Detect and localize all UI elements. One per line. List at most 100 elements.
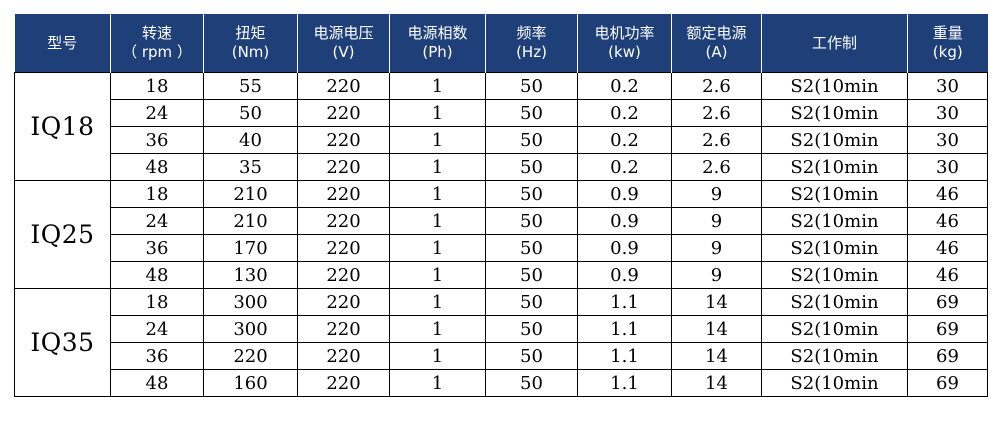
header-speed: 转速 （ rpm ） bbox=[110, 14, 204, 73]
header-frequency: 频率 (Hz) bbox=[485, 14, 578, 73]
header-model: 型号 bbox=[14, 14, 111, 73]
weight-cell: 69 bbox=[907, 315, 988, 343]
frequency-cell: 50 bbox=[485, 261, 578, 289]
frequency-cell: 50 bbox=[485, 99, 578, 127]
header-power: 电机功率 (kw) bbox=[577, 14, 672, 73]
model-cell: IQ18 bbox=[14, 72, 111, 181]
torque-cell: 210 bbox=[203, 180, 298, 208]
header-label: 工作制 bbox=[811, 33, 857, 52]
header-phase: 电源相数 (Ph) bbox=[389, 14, 486, 73]
header-label: 型号 bbox=[47, 33, 78, 52]
current-cell: 9 bbox=[671, 207, 762, 235]
power-cell: 0.9 bbox=[577, 261, 672, 289]
weight-cell: 46 bbox=[907, 261, 988, 289]
power-cell: 0.2 bbox=[577, 153, 672, 181]
speed-cell: 36 bbox=[110, 126, 204, 154]
weight-cell: 46 bbox=[907, 180, 988, 208]
voltage-cell: 220 bbox=[297, 342, 390, 370]
frequency-cell: 50 bbox=[485, 369, 578, 397]
torque-cell: 40 bbox=[203, 126, 298, 154]
speed-cell: 24 bbox=[110, 99, 204, 127]
frequency-cell: 50 bbox=[485, 126, 578, 154]
frequency-cell: 50 bbox=[485, 342, 578, 370]
frequency-cell: 50 bbox=[485, 288, 578, 316]
power-cell: 1.1 bbox=[577, 342, 672, 370]
power-cell: 0.2 bbox=[577, 126, 672, 154]
frequency-cell: 50 bbox=[485, 315, 578, 343]
frequency-cell: 50 bbox=[485, 234, 578, 262]
duty-cell: S2(10min bbox=[761, 180, 908, 208]
table-row: 36 220 220 1 50 1.1 14 S2(10min 69 bbox=[15, 342, 988, 370]
weight-cell: 30 bbox=[907, 126, 988, 154]
current-cell: 2.6 bbox=[671, 153, 762, 181]
torque-cell: 300 bbox=[203, 288, 298, 316]
phase-cell: 1 bbox=[389, 261, 486, 289]
voltage-cell: 220 bbox=[297, 288, 390, 316]
header-torque: 扭矩 (Nm) bbox=[203, 14, 298, 73]
speed-cell: 48 bbox=[110, 153, 204, 181]
power-cell: 0.2 bbox=[577, 72, 672, 100]
header-row: 型号 转速 （ rpm ） 扭矩 (Nm) 电源电压 (V) 电源相数 (Ph) bbox=[14, 14, 988, 73]
voltage-cell: 220 bbox=[297, 261, 390, 289]
torque-cell: 160 bbox=[203, 369, 298, 397]
header-label: 电源相数 bbox=[407, 24, 468, 42]
header-voltage: 电源电压 (V) bbox=[297, 14, 390, 73]
header-unit: (kw) bbox=[608, 43, 641, 61]
speed-cell: 48 bbox=[110, 369, 204, 397]
voltage-cell: 220 bbox=[297, 99, 390, 127]
voltage-cell: 220 bbox=[297, 72, 390, 100]
voltage-cell: 220 bbox=[297, 315, 390, 343]
duty-cell: S2(10min bbox=[761, 207, 908, 235]
torque-cell: 300 bbox=[203, 315, 298, 343]
power-cell: 0.9 bbox=[577, 180, 672, 208]
phase-cell: 1 bbox=[389, 126, 486, 154]
speed-cell: 24 bbox=[110, 207, 204, 235]
spec-table-container: 型号 转速 （ rpm ） 扭矩 (Nm) 电源电压 (V) 电源相数 (Ph) bbox=[14, 14, 988, 397]
weight-cell: 30 bbox=[907, 72, 988, 100]
torque-cell: 55 bbox=[203, 72, 298, 100]
duty-cell: S2(10min bbox=[761, 315, 908, 343]
torque-cell: 50 bbox=[203, 99, 298, 127]
current-cell: 2.6 bbox=[671, 72, 762, 100]
torque-cell: 210 bbox=[203, 207, 298, 235]
frequency-cell: 50 bbox=[485, 153, 578, 181]
phase-cell: 1 bbox=[389, 369, 486, 397]
table-row: 48 35 220 1 50 0.2 2.6 S2(10min 30 bbox=[15, 153, 988, 181]
power-cell: 1.1 bbox=[577, 288, 672, 316]
current-cell: 9 bbox=[671, 234, 762, 262]
speed-cell: 36 bbox=[110, 234, 204, 262]
header-label: 电源电压 bbox=[313, 24, 374, 42]
table-row: 48 160 220 1 50 1.1 14 S2(10min 69 bbox=[15, 369, 988, 397]
current-cell: 14 bbox=[671, 315, 762, 343]
voltage-cell: 220 bbox=[297, 207, 390, 235]
phase-cell: 1 bbox=[389, 99, 486, 127]
duty-cell: S2(10min bbox=[761, 342, 908, 370]
duty-cell: S2(10min bbox=[761, 99, 908, 127]
header-label: 额定电源 bbox=[686, 24, 747, 42]
duty-cell: S2(10min bbox=[761, 369, 908, 397]
header-unit: (Nm) bbox=[231, 43, 270, 61]
weight-cell: 46 bbox=[907, 234, 988, 262]
header-label: 重量 bbox=[932, 24, 963, 42]
speed-cell: 24 bbox=[110, 315, 204, 343]
torque-cell: 170 bbox=[203, 234, 298, 262]
speed-cell: 18 bbox=[110, 288, 204, 316]
torque-cell: 220 bbox=[203, 342, 298, 370]
current-cell: 9 bbox=[671, 261, 762, 289]
voltage-cell: 220 bbox=[297, 234, 390, 262]
phase-cell: 1 bbox=[389, 72, 486, 100]
phase-cell: 1 bbox=[389, 342, 486, 370]
header-unit: (A) bbox=[705, 43, 728, 61]
weight-cell: 30 bbox=[907, 153, 988, 181]
duty-cell: S2(10min bbox=[761, 153, 908, 181]
power-cell: 0.2 bbox=[577, 99, 672, 127]
weight-cell: 69 bbox=[907, 288, 988, 316]
model-cell: IQ25 bbox=[14, 180, 111, 289]
table-row: 36 170 220 1 50 0.9 9 S2(10min 46 bbox=[15, 234, 988, 262]
table-row: 24 210 220 1 50 0.9 9 S2(10min 46 bbox=[15, 207, 988, 235]
current-cell: 14 bbox=[671, 342, 762, 370]
header-unit: (Hz) bbox=[516, 43, 547, 61]
header-label: 转速 bbox=[141, 24, 172, 42]
current-cell: 14 bbox=[671, 369, 762, 397]
duty-cell: S2(10min bbox=[761, 261, 908, 289]
